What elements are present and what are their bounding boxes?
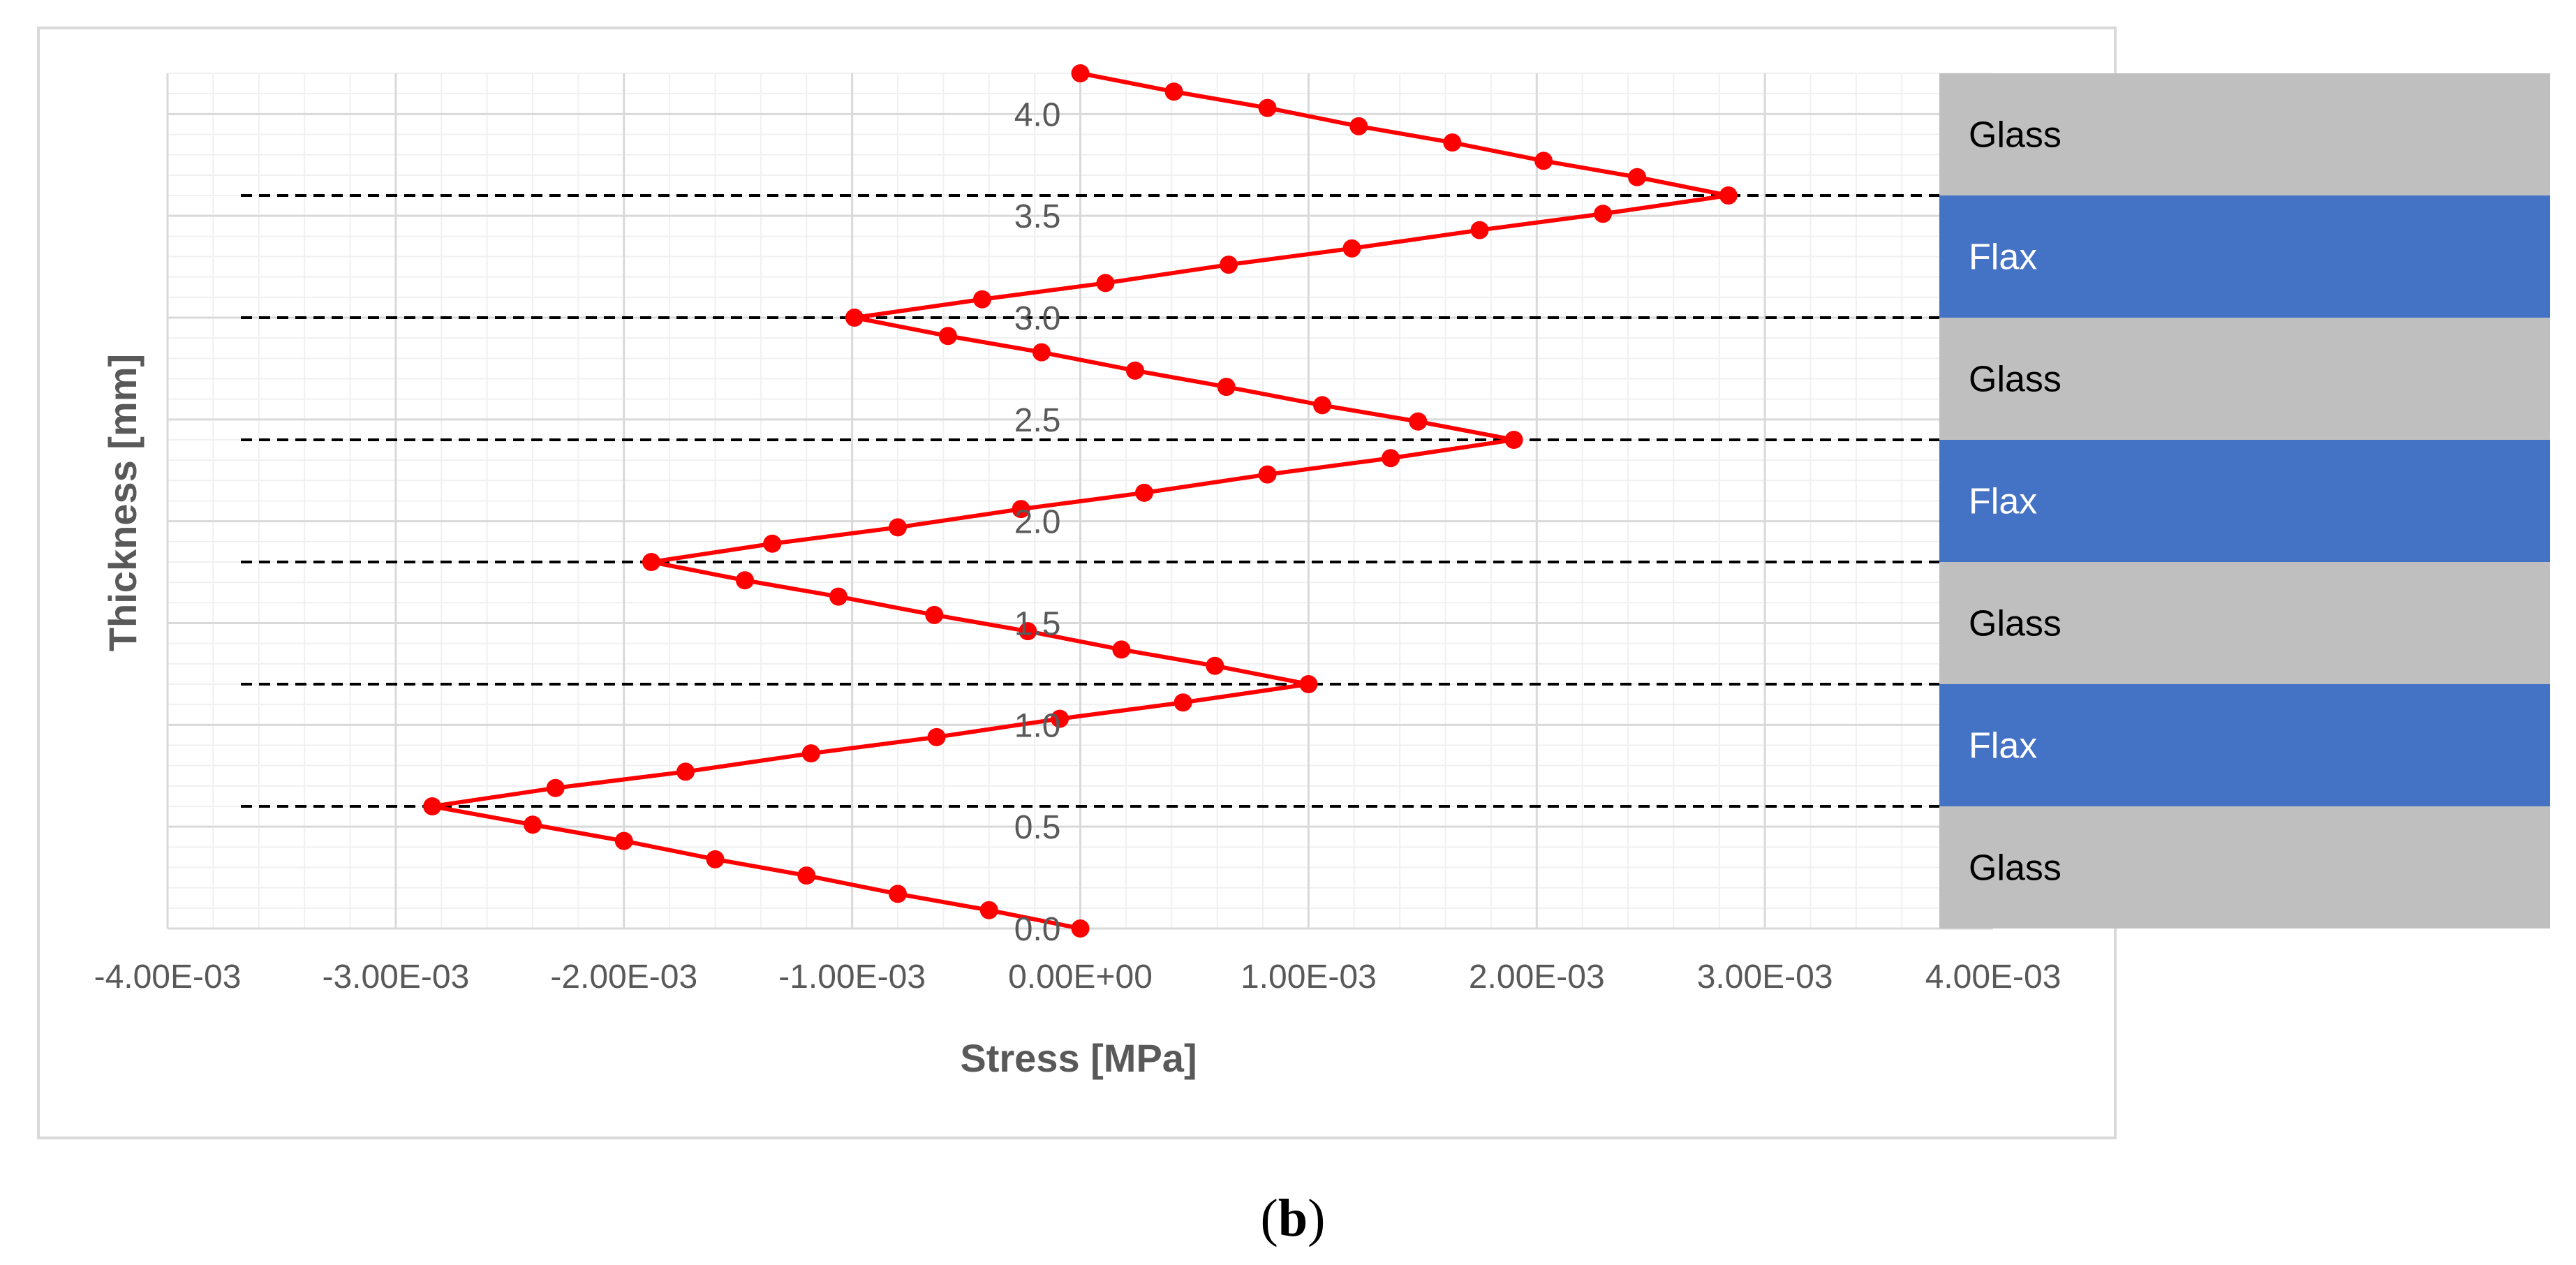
x-tick-label: 1.00E-03 [1241, 959, 1377, 996]
data-point [801, 744, 820, 763]
layer-band-glass [1939, 806, 2550, 929]
layer-label-glass: Glass [1969, 360, 2061, 400]
y-tick-label: 0.5 [1014, 809, 1061, 846]
x-axis-tick-labels: -4.00E-03 -3.00E-03 -2.00E-03 -1.00E-03 0.00… [94, 959, 2061, 996]
data-point [1032, 343, 1051, 362]
y-tick-label: 1.0 [1014, 707, 1061, 744]
data-point [1382, 449, 1400, 468]
data-point [927, 727, 946, 746]
layer-label-glass: Glass [1969, 115, 2061, 156]
x-tick-label: -2.00E-03 [550, 959, 697, 996]
y-tick-label: 4.0 [1014, 96, 1061, 133]
x-tick-label: -3.00E-03 [322, 959, 469, 996]
data-point [1258, 465, 1277, 484]
layer-band-glass [1939, 73, 2550, 195]
data-point [1258, 98, 1277, 117]
data-point [706, 850, 725, 868]
x-tick-label: -4.00E-03 [94, 959, 242, 996]
data-point [1112, 640, 1131, 659]
data-point [1019, 622, 1037, 641]
data-point [1012, 500, 1030, 519]
layer-label-flax: Flax [1969, 482, 2037, 522]
data-point [1051, 709, 1069, 728]
layer-label-glass: Glass [1969, 848, 2061, 889]
data-point [1071, 919, 1090, 938]
data-point [1174, 693, 1192, 712]
x-tick-label: 0.00E+00 [1008, 959, 1153, 996]
data-point [889, 518, 907, 537]
data-point [1219, 256, 1238, 274]
data-point [1409, 412, 1428, 431]
y-tick-label: 2.0 [1014, 504, 1061, 541]
x-tick-label: 4.00E-03 [1925, 959, 2061, 996]
data-point [423, 797, 442, 815]
data-point [1206, 656, 1224, 675]
data-point [524, 815, 542, 834]
layer-band-glass [1939, 562, 2550, 684]
data-point [1312, 396, 1331, 415]
data-point [972, 290, 991, 309]
data-point [1719, 186, 1738, 205]
data-point [1299, 675, 1318, 693]
data-point [546, 778, 565, 797]
y-tick-label: 0.0 [1014, 911, 1061, 948]
x-tick-label: 3.00E-03 [1697, 959, 1833, 996]
y-tick-label: 3.0 [1014, 300, 1061, 337]
data-point [1096, 274, 1115, 293]
y-tick-label: 1.5 [1014, 606, 1061, 643]
data-point [642, 553, 660, 571]
data-point [735, 571, 754, 590]
data-point [938, 327, 957, 346]
data-point [1504, 431, 1523, 449]
layer-bands: Glass Flax Glass Flax Glass Flax Glass [1939, 73, 2550, 929]
data-point [1135, 483, 1154, 502]
layer-band-flax [1939, 440, 2550, 562]
stress-series [423, 64, 1738, 938]
data-point [889, 885, 907, 903]
data-point [614, 831, 633, 850]
x-axis-title: Stress [MPa] [960, 1036, 1197, 1080]
caption-close-paren: ) [1308, 1189, 1325, 1248]
layer-label-flax: Flax [1969, 726, 2037, 767]
data-point [845, 309, 864, 327]
caption-open-paren: ( [1261, 1189, 1278, 1248]
data-point [797, 866, 816, 885]
data-point [925, 605, 944, 624]
data-point [1594, 205, 1613, 223]
data-point [1470, 221, 1489, 239]
layer-boundary-lines [241, 194, 1939, 808]
data-point [1342, 239, 1361, 258]
layer-band-flax [1939, 195, 2550, 318]
data-point [1125, 361, 1144, 380]
y-tick-label: 3.5 [1014, 198, 1061, 235]
y-axis-tick-labels: 0.0 0.5 1.0 1.5 2.0 2.5 3.0 3.5 4.0 [1014, 96, 1061, 948]
data-point [829, 587, 848, 606]
data-point [1164, 82, 1183, 101]
layer-band-glass [1939, 318, 2550, 440]
data-point [1534, 151, 1553, 170]
y-tick-label: 2.5 [1014, 402, 1061, 439]
data-point [676, 762, 695, 781]
layer-label-flax: Flax [1969, 237, 2037, 278]
caption-letter: b [1278, 1189, 1308, 1248]
data-point [1443, 133, 1462, 152]
data-point [763, 534, 782, 553]
data-point [1349, 117, 1368, 135]
stress-line [430, 71, 1731, 931]
layer-label-glass: Glass [1969, 604, 2061, 644]
data-point [979, 901, 998, 919]
x-tick-label: -1.00E-03 [778, 959, 926, 996]
x-tick-label: 2.00E-03 [1469, 959, 1605, 996]
data-point [1071, 64, 1090, 82]
data-point [1628, 168, 1647, 186]
figure-caption: (b) [1261, 1189, 1326, 1248]
y-axis-title: Thickness [mm] [101, 354, 145, 651]
data-point [1217, 378, 1236, 397]
layer-band-flax [1939, 684, 2550, 806]
